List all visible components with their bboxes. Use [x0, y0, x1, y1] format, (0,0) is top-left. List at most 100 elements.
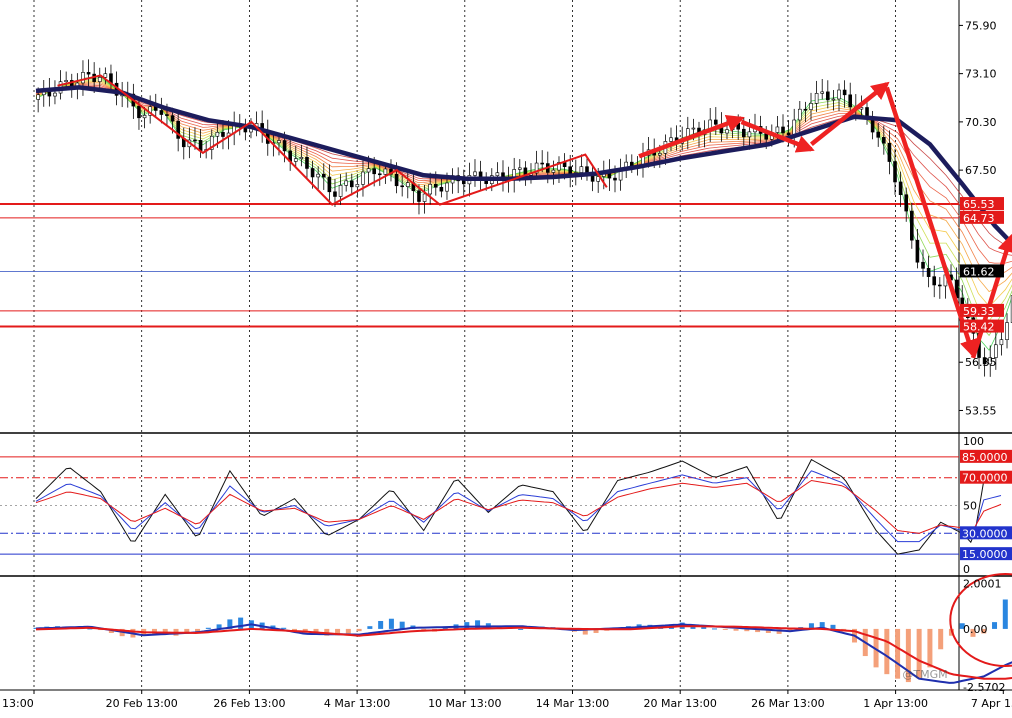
macd-bar-31 [367, 626, 372, 629]
candle-22 [160, 110, 163, 114]
price-tick-label-5: 53.55 [965, 404, 997, 417]
candle-66 [406, 183, 409, 187]
candle-50 [317, 174, 320, 177]
macd-bar-74 [830, 625, 835, 629]
candle-172 [1000, 340, 1003, 345]
macd-bar-16 [206, 628, 211, 629]
candle-19 [143, 115, 146, 117]
osc-tick-label-1: 50 [963, 500, 977, 513]
candle-8 [81, 72, 84, 83]
macd-tick-label-2: -2.5702 [963, 681, 1005, 694]
candle-52 [328, 177, 331, 192]
candle-33 [221, 132, 224, 136]
candle-70 [429, 184, 432, 194]
candle-64 [395, 174, 398, 185]
time-tick-label-5: 14 Mar 13:00 [536, 697, 609, 710]
candle-44 [283, 141, 286, 151]
candle-173 [1006, 323, 1009, 340]
osc-level-label-70.0000: 70.0000 [962, 472, 1008, 485]
candle-12 [104, 74, 107, 78]
candle-56 [350, 181, 353, 187]
macd-bar-63 [712, 628, 717, 629]
candle-54 [339, 185, 342, 196]
candle-28 [193, 140, 196, 141]
time-tick-label-9: 7 Apr 13:00 [971, 697, 1012, 710]
macd-bar-34 [400, 622, 405, 629]
price-tick-label-4: 56.35 [965, 356, 997, 369]
current-price-label: 61.62 [963, 265, 995, 278]
candle-78 [473, 172, 476, 176]
level-label-64.73: 64.73 [963, 212, 995, 225]
macd-bar-23 [281, 628, 286, 629]
candle-24 [171, 116, 174, 122]
candle-68 [417, 191, 420, 202]
macd-tick-label-1: 0.00 [963, 623, 988, 636]
candle-72 [440, 187, 443, 191]
candle-132 [776, 127, 779, 133]
candle-157 [916, 240, 919, 262]
osc-tick-label-2: 0 [963, 563, 970, 576]
osc-level-label-30.0000: 30.0000 [962, 527, 1008, 540]
candle-138 [810, 103, 813, 109]
macd-bar-29 [346, 629, 351, 634]
candle-159 [927, 268, 930, 276]
candle-3 [53, 93, 56, 96]
candle-134 [787, 133, 790, 135]
candle-145 [849, 95, 852, 107]
watermark-text: @TMGM [902, 668, 947, 681]
candle-43 [277, 141, 280, 143]
price-tick-label-0: 75.90 [965, 19, 997, 32]
candle-32 [216, 132, 219, 136]
candle-160 [933, 277, 936, 285]
macd-bar-83 [927, 629, 932, 667]
candle-47 [300, 157, 303, 158]
candle-136 [798, 109, 801, 120]
time-tick-label-7: 26 Mar 13:00 [751, 697, 824, 710]
candle-150 [877, 132, 880, 137]
candle-90 [541, 163, 544, 164]
candle-46 [294, 159, 297, 162]
candle-48 [305, 157, 308, 168]
time-tick-label-3: 4 Mar 13:00 [324, 697, 390, 710]
candle-53 [333, 192, 336, 197]
candle-143 [838, 90, 841, 99]
candle-69 [423, 194, 426, 202]
macd-tick-label-0: 2.0001 [963, 578, 1002, 591]
macd-bar-90 [1003, 599, 1008, 628]
candle-9 [87, 72, 90, 74]
level-label-58.42: 58.42 [963, 321, 995, 334]
candle-11 [98, 77, 101, 81]
candle-23 [165, 115, 168, 116]
candle-62 [384, 169, 387, 174]
candle-123 [726, 130, 729, 133]
candle-140 [821, 92, 824, 93]
candle-125 [737, 123, 740, 129]
candle-49 [311, 168, 314, 176]
macd-bar-80 [895, 629, 900, 679]
candle-144 [843, 90, 846, 95]
candle-103 [613, 178, 616, 180]
candle-61 [378, 174, 381, 175]
time-tick-label-1: 20 Feb 13:00 [106, 697, 178, 710]
price-tick-label-2: 70.30 [965, 116, 997, 129]
candle-137 [804, 109, 807, 110]
candle-51 [322, 174, 325, 177]
candle-73 [445, 183, 448, 191]
time-tick-label-6: 20 Mar 13:00 [643, 697, 716, 710]
macd-bar-33 [389, 619, 394, 629]
osc-level-label-85.0000: 85.0000 [962, 451, 1008, 464]
price-tick-label-1: 73.10 [965, 68, 997, 81]
candle-71 [434, 184, 437, 187]
candle-59 [367, 169, 370, 172]
candle-57 [356, 184, 359, 186]
candle-127 [748, 132, 751, 137]
candle-155 [905, 195, 908, 211]
macd-bar-84 [938, 629, 943, 649]
candle-5 [65, 80, 68, 81]
candle-113 [669, 138, 672, 142]
candle-142 [832, 99, 835, 100]
candle-18 [137, 106, 140, 118]
candle-152 [888, 143, 891, 161]
candle-65 [401, 186, 404, 187]
